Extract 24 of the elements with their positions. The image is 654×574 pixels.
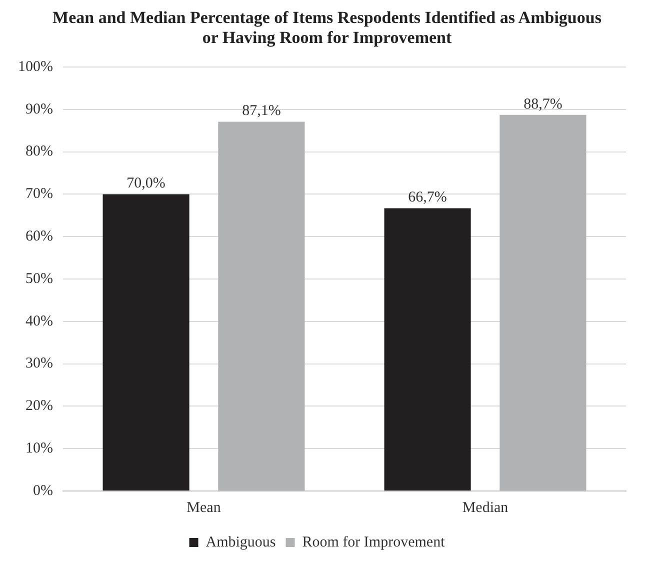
data-label: 87,1% <box>242 103 281 120</box>
legend-label: Room for Improvement <box>302 534 446 550</box>
y-tick-label: 60% <box>25 228 53 245</box>
y-tick-label: 70% <box>25 186 53 202</box>
bar <box>218 122 305 490</box>
y-tick-label: 100% <box>18 58 53 75</box>
x-tick-label: Median <box>462 500 509 516</box>
bar <box>500 114 586 490</box>
y-tick-label: 30% <box>25 356 53 372</box>
y-tick-label: 10% <box>25 440 53 457</box>
data-label: 88,7% <box>524 96 562 112</box>
y-tick-label: 20% <box>25 398 53 414</box>
bar <box>384 208 471 490</box>
y-tick-label: 50% <box>25 270 53 287</box>
y-tick-label: 90% <box>25 101 53 118</box>
data-label: 70,0% <box>126 176 166 192</box>
legend-label: Ambiguous <box>206 534 276 550</box>
y-tick-label: 40% <box>25 313 53 330</box>
y-tick-label: 80% <box>25 144 53 160</box>
x-tick-label: Mean <box>186 500 222 516</box>
y-tick-label: 0% <box>32 482 53 499</box>
data-label: 66,7% <box>408 190 447 206</box>
bar <box>102 194 190 490</box>
chart-title: Mean and Median Percentage of Items Respodents Identified as Ambiguous or Having Room for Improvement <box>52 8 602 48</box>
